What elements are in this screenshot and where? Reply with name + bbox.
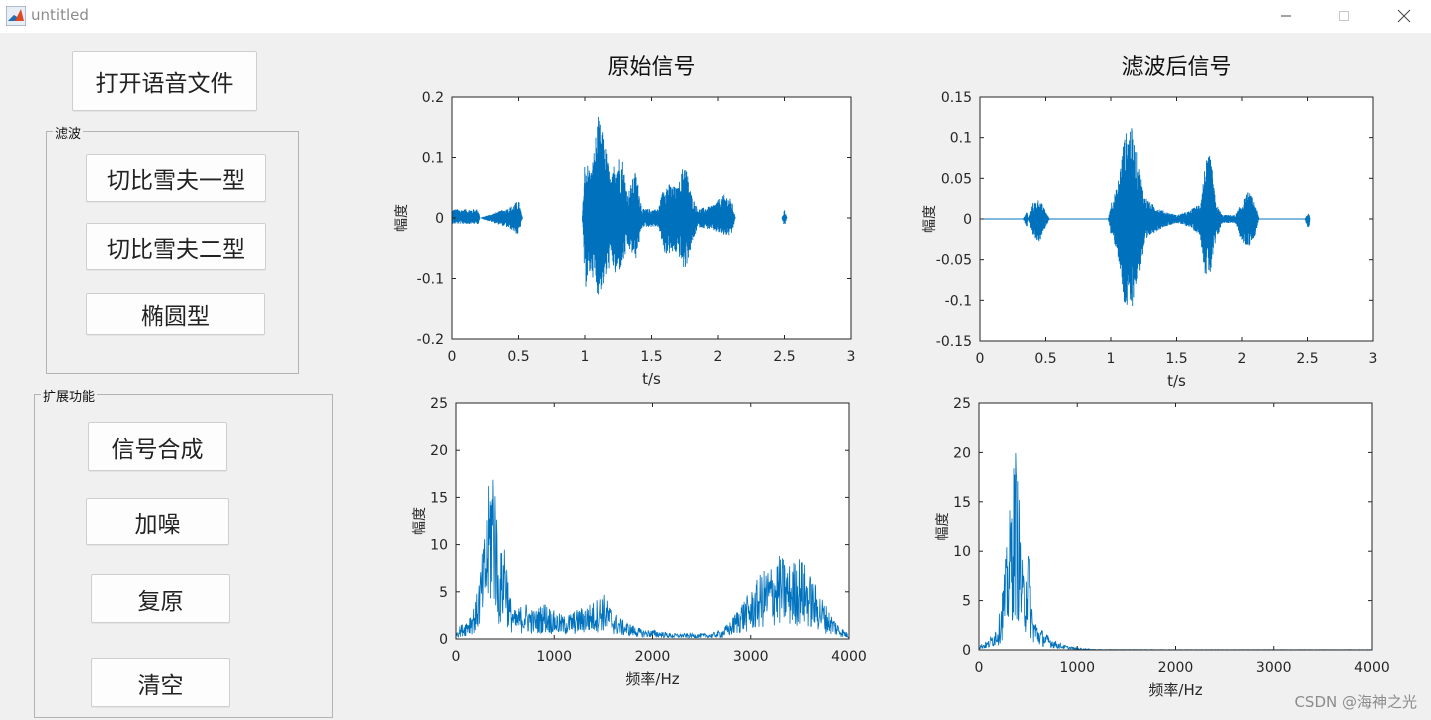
- x-tick-label: 1000: [536, 649, 572, 665]
- y-tick-label: -0.1: [945, 293, 972, 309]
- x-tick-label: 3: [847, 349, 856, 365]
- x-tick-label: 1: [1107, 351, 1116, 367]
- y-tick-label: 15: [430, 490, 448, 506]
- y-tick-label: 25: [953, 396, 971, 412]
- elliptic-button[interactable]: 椭圆型: [86, 293, 265, 335]
- y-tick-label: 0.15: [941, 90, 972, 106]
- chart-orig-freq: 0 1000 2000 3000 4000 0 5 10 15 20 25 频率/Hz 幅度: [412, 396, 867, 688]
- open-audio-button[interactable]: 打开语音文件: [72, 51, 257, 111]
- x-tick-label: 3000: [733, 649, 769, 665]
- x-axis-label: t/s: [642, 370, 661, 388]
- x-tick-label: 4000: [1354, 660, 1390, 676]
- clear-button[interactable]: 清空: [91, 658, 230, 707]
- y-axis-label: 幅度: [935, 513, 951, 541]
- x-tick-label: 0.5: [507, 349, 529, 365]
- x-tick-label: 1000: [1059, 660, 1095, 676]
- plot-background: [979, 403, 1372, 650]
- y-tick-label: 20: [430, 443, 448, 459]
- close-icon: [1397, 9, 1411, 23]
- y-tick-label: 5: [962, 594, 971, 610]
- y-tick-label: -0.05: [936, 253, 972, 269]
- y-axis-label: 幅度: [922, 205, 938, 233]
- x-tick-label: 2: [1238, 351, 1247, 367]
- chart-orig-time: 0 0.5 1 1.5 2 2.5 3 -0.2 -0.1 0 0.1 0.2 原始信号 t/s 幅度: [394, 55, 855, 388]
- x-axis-label: t/s: [1167, 372, 1186, 390]
- filter-panel-title: 滤波: [53, 123, 84, 142]
- x-tick-label: 0: [975, 660, 984, 676]
- x-tick-label: 1.5: [1165, 351, 1187, 367]
- chart-title: 滤波后信号: [1121, 55, 1231, 80]
- x-tick-label: 4000: [831, 649, 867, 665]
- x-tick-label: 0.5: [1034, 351, 1056, 367]
- x-tick-label: 2.5: [773, 349, 795, 365]
- y-tick-label: 0: [963, 212, 972, 228]
- y-axis-label: 幅度: [394, 204, 410, 232]
- y-tick-label: 0: [435, 211, 444, 227]
- chebyshev2-button[interactable]: 切比雪夫二型: [86, 223, 266, 270]
- y-tick-label: 25: [430, 396, 448, 412]
- chart-filt-time: 0 0.5 1 1.5 2 2.5 3 -0.15 -0.1 -0.05 0 0.05 0.1 0.15 滤…: [922, 55, 1377, 390]
- x-tick-label: 2: [714, 349, 723, 365]
- y-tick-label: -0.1: [417, 272, 444, 288]
- y-tick-label: 0: [439, 632, 448, 648]
- spectrum-trace: [455, 479, 850, 639]
- extension-panel-title: 扩展功能: [41, 386, 98, 405]
- minimize-icon: [1281, 15, 1291, 17]
- minimize-button[interactable]: [1263, 0, 1309, 32]
- y-tick-label: -0.2: [417, 332, 444, 348]
- chebyshev1-button[interactable]: 切比雪夫一型: [86, 154, 266, 202]
- y-tick-label: 10: [953, 544, 971, 560]
- chart-filt-freq: 0 1000 2000 3000 4000 0 5 10 15 20 25 频率/Hz 幅度: [935, 396, 1390, 699]
- window-title: untitled: [31, 6, 89, 24]
- y-tick-label: 15: [953, 495, 971, 511]
- x-tick-label: 1.5: [640, 349, 662, 365]
- csdn-watermark: CSDN @海神之光: [1294, 693, 1417, 711]
- x-tick-label: 1: [581, 349, 590, 365]
- chart-title: 原始信号: [607, 55, 695, 80]
- y-tick-label: 10: [430, 538, 448, 554]
- extension-panel: 扩展功能: [34, 386, 333, 718]
- y-tick-label: 0.2: [422, 90, 444, 106]
- x-tick-label: 0: [976, 351, 985, 367]
- restore-button[interactable]: 复原: [91, 574, 230, 623]
- x-tick-label: 2000: [635, 649, 671, 665]
- x-tick-label: 3000: [1256, 660, 1292, 676]
- x-tick-label: 0: [448, 349, 457, 365]
- y-tick-label: 0.05: [941, 171, 972, 187]
- filter-panel: 滤波: [46, 123, 299, 374]
- y-tick-label: 0.1: [422, 151, 444, 167]
- signal-trace: [1023, 128, 1311, 306]
- y-tick-label: 0.1: [950, 131, 972, 147]
- matlab-logo-icon: [6, 6, 26, 26]
- maximize-icon: [1339, 11, 1349, 21]
- signal-synthesis-button[interactable]: 信号合成: [88, 422, 227, 471]
- maximize-button[interactable]: [1321, 0, 1367, 32]
- window-titlebar: untitled: [0, 0, 1431, 33]
- y-tick-label: 0: [962, 643, 971, 659]
- x-axis-label: 频率/Hz: [625, 670, 679, 688]
- y-tick-label: -0.15: [936, 334, 972, 350]
- y-tick-label: 5: [439, 585, 448, 601]
- x-tick-label: 2000: [1158, 660, 1194, 676]
- x-tick-label: 0: [452, 649, 461, 665]
- y-axis-label: 幅度: [412, 507, 428, 535]
- x-tick-label: 2.5: [1296, 351, 1318, 367]
- add-noise-button[interactable]: 加噪: [86, 498, 229, 545]
- x-axis-label: 频率/Hz: [1148, 681, 1202, 699]
- x-tick-label: 3: [1369, 351, 1378, 367]
- y-tick-label: 20: [953, 445, 971, 461]
- close-button[interactable]: [1381, 0, 1427, 32]
